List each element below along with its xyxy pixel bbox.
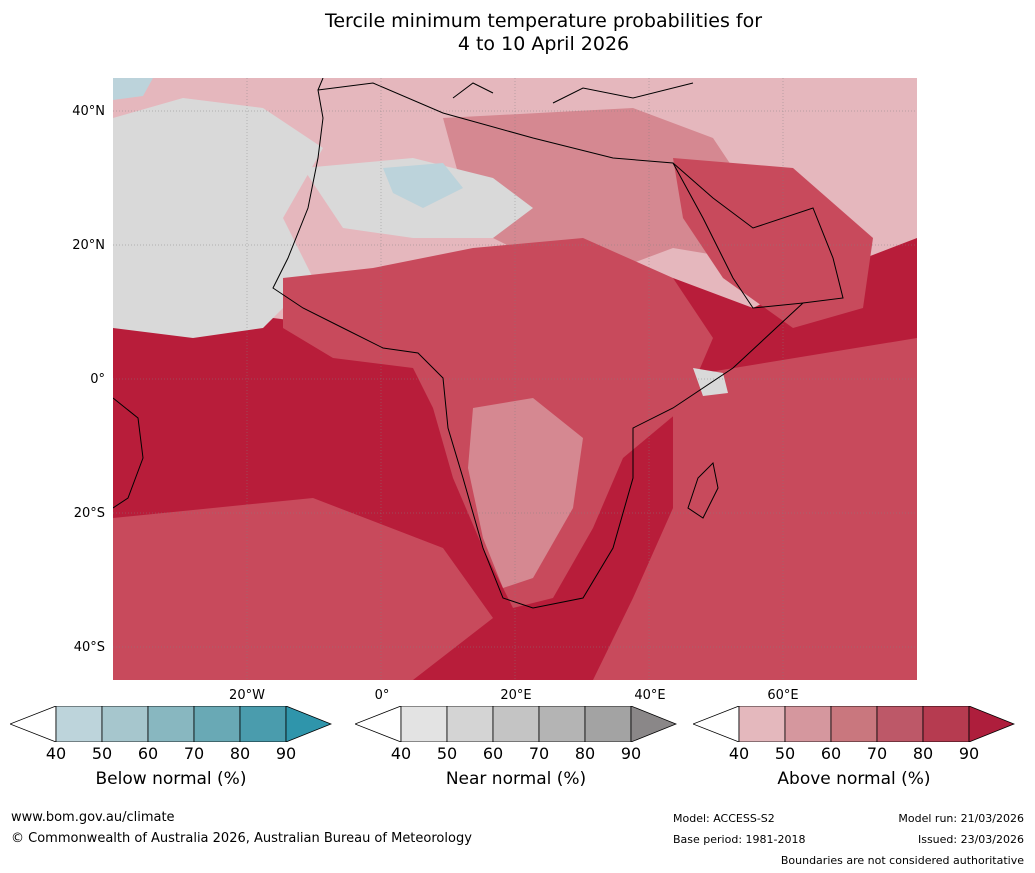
colorbar-above-swatches [738,706,970,742]
above-tick-90: 90 [958,744,980,763]
colorbar-near [355,706,677,742]
colorbar-swatch [784,706,832,742]
title-line-1: Tercile minimum temperature probabilitie… [324,10,763,32]
above-tick-80: 80 [912,744,934,763]
lon-label-40e: 40°E [634,688,666,703]
near-tick-40: 40 [390,744,412,763]
colorbar-swatch [101,706,149,742]
lon-label-20e: 20°E [500,688,532,703]
colorbar-swatch [738,706,786,742]
north-mid-region [443,108,753,278]
colorbar-swatch [193,706,241,742]
lat-label-40s: 40°S [73,640,105,655]
lon-label-60e: 60°E [767,688,799,703]
footer-disclaimer: Boundaries are not considered authoritat… [780,854,1024,867]
above-tick-60: 60 [820,744,842,763]
indian-ocean-mottle [593,338,917,680]
colorbar-swatch [876,706,924,742]
footer-copyright: © Commonwealth of Australia 2026, Austra… [11,831,472,846]
below-normal-patch-1 [383,163,463,208]
graticule [113,78,917,680]
madagascar-coastline [687,461,719,519]
below-normal-label: Below normal (%) [95,769,247,789]
colorbar-swatch [239,706,287,742]
colorbar-near-min-extend [355,706,402,742]
arabia-coastline [672,162,844,304]
colorbar-below-max-extend [285,706,332,742]
below-tick-90: 90 [275,744,297,763]
colorbar-swatch [922,706,970,742]
colorbar-above [693,706,1015,742]
footer-issued: Issued: 23/03/2026 [917,833,1024,846]
near-tick-60: 60 [482,744,504,763]
near-tick-50: 50 [436,744,458,763]
title-line-2: 4 to 10 April 2026 [457,33,630,55]
colorbar-swatch [584,706,632,742]
below-tick-70: 70 [183,744,205,763]
near-tick-70: 70 [528,744,550,763]
above-tick-50: 50 [774,744,796,763]
south-america-coastline [113,397,144,509]
below-tick-50: 50 [91,744,113,763]
lon-label-20w: 20°W [229,688,265,703]
colorbar-above-max-extend [968,706,1015,742]
footer-base-period: Base period: 1981-2018 [673,833,806,846]
footer-model: Model: ACCESS-S2 [673,812,775,825]
below-tick-60: 60 [137,744,159,763]
near-normal-west [113,98,323,338]
arabia-region [673,158,873,328]
colorbar-swatch [400,706,448,742]
probability-map[interactable] [113,78,917,680]
chart-title: Tercile minimum temperature probabilitie… [0,10,1035,56]
lat-label-0: 0° [90,372,105,387]
colorbar-below-min-extend [10,706,57,742]
colorbar-swatch [830,706,878,742]
colorbar-swatch [538,706,586,742]
above-tick-40: 40 [728,744,750,763]
colorbar-swatch [147,706,195,742]
above-normal-label: Above normal (%) [777,769,931,789]
near-normal-label: Near normal (%) [445,769,587,789]
south-atlantic-mottle [113,498,493,680]
colorbar-above-min-extend [693,706,740,742]
footer-url[interactable]: www.bom.gov.au/climate [11,810,175,825]
africa-light-region [468,398,583,588]
lon-label-0: 0° [374,688,390,703]
footer-model-run: Model run: 21/03/2026 [898,812,1024,825]
below-tick-40: 40 [45,744,67,763]
colorbar-below [10,706,332,742]
lat-label-40n: 40°N [72,104,105,119]
below-normal-patch-2 [113,78,153,100]
near-tick-90: 90 [620,744,642,763]
near-tick-80: 80 [574,744,596,763]
above-tick-70: 70 [866,744,888,763]
colorbar-below-swatches [55,706,287,742]
colorbar-near-max-extend [630,706,677,742]
colorbar-swatch [492,706,540,742]
below-tick-80: 80 [229,744,251,763]
lat-label-20s: 20°S [73,506,105,521]
europe-coastline [317,78,694,104]
colorbar-swatch [446,706,494,742]
lat-label-20n: 20°N [72,238,105,253]
africa-coastline [272,82,805,609]
colorbar-swatch [55,706,103,742]
colorbar-near-swatches [400,706,632,742]
map-canvas [113,78,917,680]
